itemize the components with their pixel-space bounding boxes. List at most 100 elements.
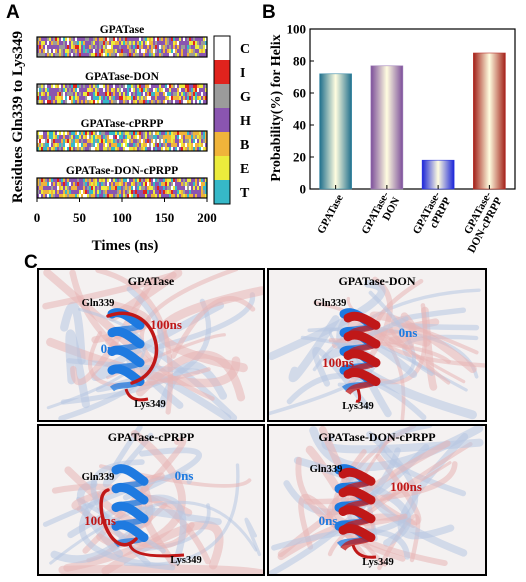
heatmap-cell xyxy=(147,88,150,93)
heatmap-cell xyxy=(85,37,88,42)
heatmap-cell xyxy=(79,139,82,144)
heatmap-cell xyxy=(137,139,140,144)
heatmap-cell xyxy=(47,186,50,191)
heatmap-cell xyxy=(119,41,122,46)
heatmap-cell xyxy=(163,131,166,136)
heatmap-cell xyxy=(47,53,50,58)
heatmap-cell xyxy=(49,53,52,58)
heatmap-cell xyxy=(61,84,64,89)
heatmap-cell xyxy=(175,135,178,140)
heatmap-cell xyxy=(85,194,88,199)
heatmap-cell xyxy=(119,139,122,144)
heatmap-cell xyxy=(117,45,120,50)
heatmap-cell xyxy=(57,190,60,195)
heatmap-cell xyxy=(179,92,182,97)
legend-frame xyxy=(213,35,231,205)
heatmap-cell xyxy=(123,37,126,42)
heatmap-cell xyxy=(107,182,110,187)
heatmap-cell xyxy=(155,194,158,199)
heatmap-cell xyxy=(117,139,120,144)
heatmap-cell xyxy=(155,88,158,93)
heatmap-cell xyxy=(179,143,182,148)
heatmap-cell xyxy=(177,84,180,89)
heatmap-cell xyxy=(147,53,150,58)
heatmap-cell xyxy=(51,139,54,144)
heatmap-cell xyxy=(137,96,140,101)
heatmap-cell xyxy=(71,131,74,136)
heatmap-cell xyxy=(43,143,46,148)
heatmap-cell xyxy=(99,53,102,58)
heatmap-cell xyxy=(175,96,178,101)
heatmap-cell xyxy=(139,92,142,97)
heatmap-cell xyxy=(93,194,96,199)
heatmap-cell xyxy=(111,92,114,97)
heatmap-title: GPATase-DON xyxy=(85,71,160,83)
heatmap-cell xyxy=(53,194,56,199)
heatmap-cell xyxy=(95,147,98,152)
heatmap-cell xyxy=(89,84,92,89)
heatmap-cell xyxy=(131,53,134,58)
heatmap-cell xyxy=(193,100,196,105)
heatmap-cell xyxy=(121,190,124,195)
heatmap-cell xyxy=(39,182,42,187)
heatmap-cell xyxy=(159,135,162,140)
heatmap-cell xyxy=(105,41,108,46)
heatmap-cell xyxy=(153,194,156,199)
heatmap-cell xyxy=(113,49,116,54)
heatmap-cell xyxy=(173,45,176,50)
heatmap-cell xyxy=(131,182,134,187)
heatmap-cell xyxy=(131,37,134,42)
heatmap-cell xyxy=(93,178,96,183)
heatmap-cell xyxy=(117,41,120,46)
heatmap-cell xyxy=(95,100,98,105)
heatmap-cell xyxy=(137,178,140,183)
heatmap-cell xyxy=(51,143,54,148)
heatmap-cell xyxy=(205,37,208,42)
heatmap-cell xyxy=(77,139,80,144)
heatmap-cell xyxy=(187,100,190,105)
heatmap-cell xyxy=(153,45,156,50)
heatmap-cell xyxy=(51,37,54,42)
heatmap-cell xyxy=(125,178,128,183)
heatmap-cell xyxy=(199,178,202,183)
heatmap-cell xyxy=(39,186,42,191)
heatmap-cell xyxy=(175,143,178,148)
heatmap-cell xyxy=(157,92,160,97)
heatmap-cell xyxy=(119,147,122,152)
heatmap-cell xyxy=(87,135,90,140)
heatmap-cell xyxy=(183,53,186,58)
heatmap-cell xyxy=(147,182,150,187)
heatmap-cell xyxy=(165,92,168,97)
panel-b: Probability(%) for Helix 020406080100GPA… xyxy=(269,22,516,255)
heatmap-cell xyxy=(95,178,98,183)
view-title: GPATase-cPRPP xyxy=(108,430,194,444)
heatmap-cell xyxy=(61,147,64,152)
heatmap-cell xyxy=(37,92,40,97)
heatmap-cell xyxy=(183,84,186,89)
heatmap-cell xyxy=(105,100,108,105)
heatmap-cell xyxy=(135,143,138,148)
heatmap-cell xyxy=(63,186,66,191)
heatmap-cell xyxy=(143,49,146,54)
heatmap-cell xyxy=(49,182,52,187)
heatmap-cell xyxy=(131,190,134,195)
heatmap-cell xyxy=(181,147,184,152)
legend-swatch xyxy=(214,60,230,84)
heatmap-cell xyxy=(99,143,102,148)
heatmap-cell xyxy=(191,84,194,89)
x-tick-label: 150 xyxy=(155,210,175,225)
heatmap-cell xyxy=(55,178,58,183)
heatmap-cell xyxy=(151,178,154,183)
helix-100ns xyxy=(343,311,381,395)
heatmap-cell xyxy=(203,194,206,199)
heatmap-cell xyxy=(151,37,154,42)
heatmap-cell xyxy=(183,190,186,195)
heatmap-cell xyxy=(79,186,82,191)
heatmap-cell xyxy=(205,53,208,58)
heatmap-cell xyxy=(111,147,114,152)
heatmap-cell xyxy=(161,84,164,89)
heatmap-cell xyxy=(117,178,120,183)
heatmap-cell xyxy=(123,92,126,97)
heatmap-cell xyxy=(159,182,162,187)
